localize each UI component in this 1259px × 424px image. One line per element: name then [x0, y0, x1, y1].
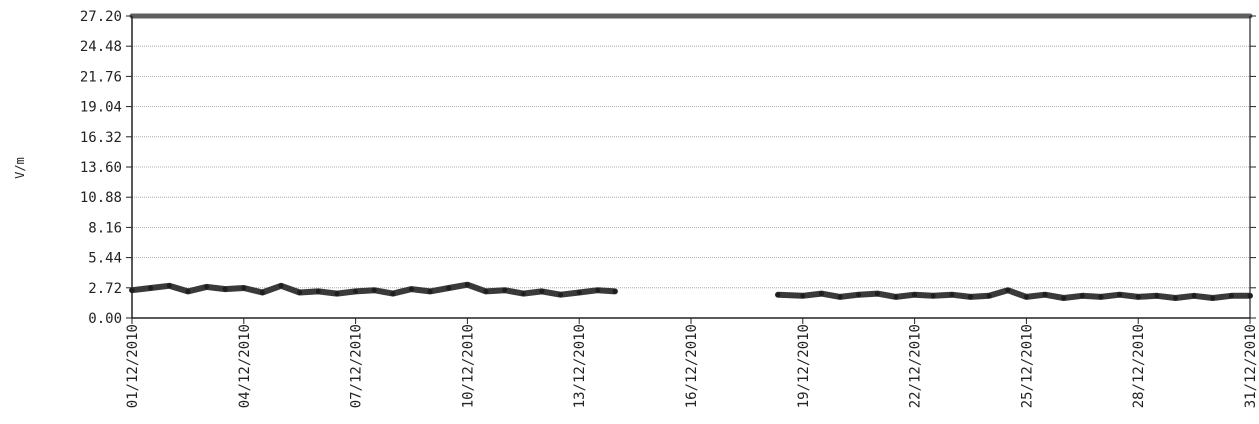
data-point — [775, 292, 781, 298]
x-tick-label: 04/12/2010 — [237, 324, 253, 408]
x-tick-label: 16/12/2010 — [684, 324, 700, 408]
y-tick-label: 21.76 — [80, 69, 122, 85]
y-tick-label: 24.48 — [80, 39, 122, 55]
data-point — [278, 283, 284, 289]
data-point — [818, 291, 824, 297]
data-point — [502, 287, 508, 293]
y-tick-label: 27.20 — [80, 9, 122, 25]
data-point — [297, 290, 303, 295]
data-point — [1210, 295, 1216, 301]
data-point — [930, 293, 936, 299]
data-point — [204, 284, 209, 290]
x-tick-label: 10/12/2010 — [460, 324, 476, 408]
data-point — [1005, 287, 1011, 293]
data-point — [1228, 293, 1234, 299]
series-line — [775, 287, 1253, 301]
data-point — [1173, 295, 1178, 301]
data-point — [1061, 295, 1067, 301]
data-point — [334, 291, 340, 297]
y-axis-label: V/m — [13, 157, 27, 179]
data-point — [800, 293, 806, 299]
y-tick-label: 0.00 — [88, 311, 122, 327]
data-point — [1191, 293, 1197, 299]
x-tick-label: 28/12/2010 — [1131, 324, 1147, 408]
data-point — [1079, 293, 1085, 299]
data-point — [986, 293, 992, 299]
data-point — [912, 292, 918, 298]
data-point — [259, 290, 265, 295]
data-point — [539, 288, 545, 294]
data-point — [1135, 294, 1141, 300]
data-point — [315, 288, 321, 294]
data-point — [371, 287, 377, 293]
y-tick-label: 8.16 — [88, 220, 122, 236]
data-point — [390, 291, 396, 297]
y-tick-label: 13.60 — [80, 160, 122, 176]
x-tick-labels: 01/12/2010 04/12/2010 07/12/2010 10/12/2010… — [125, 318, 1259, 408]
data-point — [837, 294, 843, 300]
data-point — [409, 286, 414, 292]
data-point — [483, 288, 489, 294]
y-tick-labels: 0.00 2.72 5.44 8.16 10.88 13.60 16.32 19.04 21.7… — [80, 9, 1256, 327]
data-point — [520, 291, 526, 297]
data-point — [968, 294, 973, 300]
data-point — [185, 288, 191, 294]
data-point — [856, 292, 862, 298]
data-point — [612, 288, 618, 294]
y-tick-label: 5.44 — [88, 251, 122, 267]
x-tick-label: 22/12/2010 — [908, 324, 924, 408]
data-point — [893, 294, 899, 300]
y-tick-label: 2.72 — [88, 281, 122, 297]
data-point — [576, 290, 582, 295]
data-point — [166, 283, 172, 289]
y-tick-label: 16.32 — [80, 130, 122, 146]
data-point — [1154, 293, 1160, 299]
data-point — [558, 292, 564, 298]
x-tick-label: 13/12/2010 — [572, 324, 588, 408]
y-tick-label: 10.88 — [80, 190, 122, 206]
data-point — [595, 287, 601, 293]
data-point — [464, 282, 470, 288]
gridlines — [132, 15, 1250, 289]
series-group — [129, 13, 1253, 301]
data-point — [874, 291, 880, 297]
data-point — [222, 286, 228, 292]
data-point — [949, 292, 955, 298]
x-tick-label: 19/12/2010 — [796, 324, 812, 408]
data-point — [1098, 294, 1104, 300]
data-point — [1042, 292, 1048, 298]
data-point — [148, 285, 154, 291]
x-tick-label: 31/12/2010 — [1243, 324, 1259, 408]
data-point — [241, 285, 247, 291]
y-tick-label: 19.04 — [80, 100, 122, 116]
data-point — [446, 285, 452, 291]
data-point — [1117, 292, 1123, 298]
data-point — [353, 288, 359, 294]
x-tick-label: 01/12/2010 — [125, 324, 141, 408]
data-point — [427, 288, 433, 294]
x-tick-label: 07/12/2010 — [349, 324, 365, 408]
x-tick-label: 25/12/2010 — [1019, 324, 1035, 408]
data-point — [1023, 294, 1029, 300]
